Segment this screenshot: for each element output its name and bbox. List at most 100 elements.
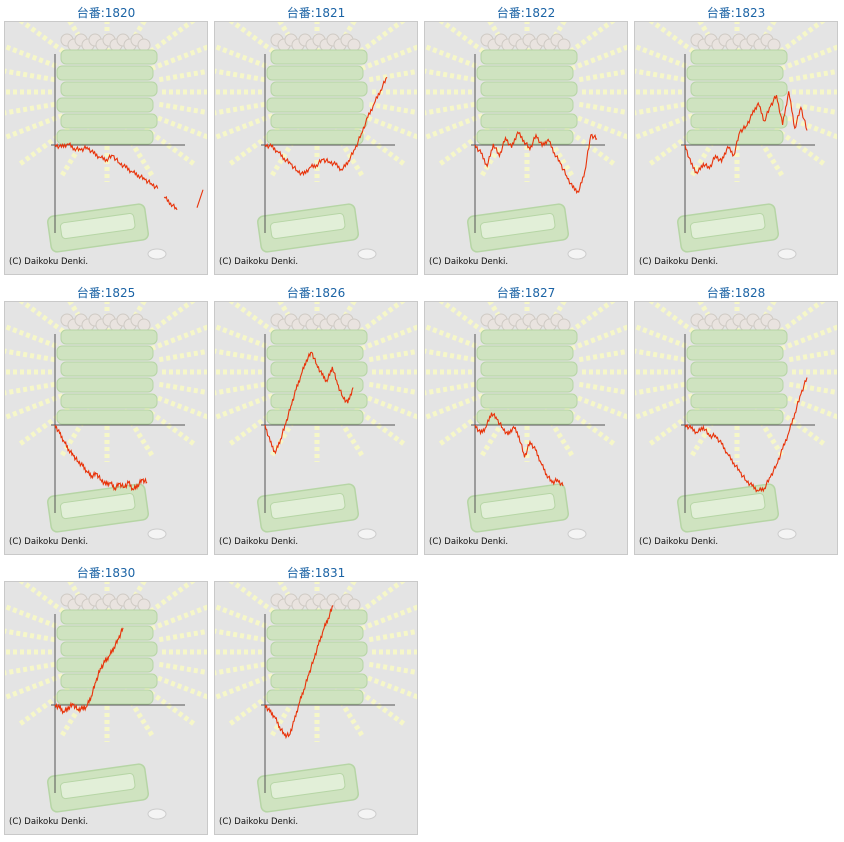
ray <box>5 101 56 116</box>
tray <box>56 625 154 641</box>
ray <box>150 113 207 140</box>
ray <box>368 348 417 363</box>
machine-number-title[interactable]: 台番:1822 <box>496 6 556 20</box>
tray <box>686 409 784 425</box>
graph-cell-1820: 台番:1820 (C) Daikoku Denki. <box>4 0 208 275</box>
ray <box>437 122 497 167</box>
tray <box>60 81 158 97</box>
pachislot-illustration <box>425 302 627 540</box>
slump-line-series <box>54 424 148 492</box>
ray <box>347 122 407 167</box>
machine-number-title[interactable]: 台番:1828 <box>706 286 766 300</box>
machine-number-title[interactable]: 台番:1827 <box>496 286 556 300</box>
graph-svg <box>215 302 417 540</box>
ray <box>780 393 837 420</box>
graph-cell-1823: 台番:1823 (C) Daikoku Denki. <box>634 0 838 275</box>
pachislot-illustration <box>5 22 207 260</box>
ray <box>648 302 707 342</box>
graph-cell-1826: 台番:1826 (C) Daikoku Denki. <box>214 280 418 555</box>
graph-svg <box>635 302 837 540</box>
graph-svg <box>5 582 207 820</box>
tray <box>270 329 368 345</box>
tray <box>686 97 784 113</box>
machine-number-title[interactable]: 台番:1823 <box>706 6 766 20</box>
ray <box>635 381 686 396</box>
coin <box>567 248 587 260</box>
ray <box>425 113 484 141</box>
ray <box>780 44 837 71</box>
ray <box>215 43 274 71</box>
machine-number-title[interactable]: 台番:1831 <box>286 566 346 580</box>
tray <box>476 409 574 425</box>
ray <box>158 661 207 676</box>
pachislot-illustration <box>5 302 207 540</box>
tray <box>56 409 154 425</box>
ray <box>137 402 197 447</box>
ray <box>347 302 406 342</box>
machine-number-title[interactable]: 台番:1825 <box>76 286 136 300</box>
copyright-text: (C) Daikoku Denki. <box>9 257 89 267</box>
ray <box>368 68 417 83</box>
tray <box>270 113 368 129</box>
slump-graph: (C) Daikoku Denki. <box>214 581 418 835</box>
tray <box>480 393 578 409</box>
ball <box>347 318 361 332</box>
ray <box>150 604 207 631</box>
tray <box>476 377 574 393</box>
ray <box>347 582 406 622</box>
machine-number-title[interactable]: 台番:1820 <box>76 6 136 20</box>
ray <box>158 628 207 643</box>
graph-svg <box>425 22 627 260</box>
tray <box>56 129 154 145</box>
tray <box>56 657 154 673</box>
axes <box>51 334 185 513</box>
ray <box>788 381 837 396</box>
machine-number-title[interactable]: 台番:1821 <box>286 6 346 20</box>
ball <box>137 318 151 332</box>
copyright-text: (C) Daikoku Denki. <box>219 537 299 547</box>
ray <box>767 22 826 62</box>
axes <box>261 614 395 793</box>
ray <box>425 68 476 83</box>
ray <box>557 302 616 342</box>
tray <box>476 129 574 145</box>
ray <box>635 393 694 421</box>
ray <box>150 393 207 420</box>
coin <box>147 248 167 260</box>
ray <box>5 628 56 643</box>
ray <box>150 44 207 71</box>
ray <box>570 44 627 71</box>
tray <box>266 409 364 425</box>
ray <box>635 113 694 141</box>
pachislot-illustration <box>215 582 417 820</box>
ray <box>570 324 627 351</box>
ray <box>368 101 417 116</box>
machine-number-title[interactable]: 台番:1830 <box>76 566 136 580</box>
ball <box>137 598 151 612</box>
ray <box>158 348 207 363</box>
tray <box>56 65 154 81</box>
ray <box>215 393 274 421</box>
coin <box>777 528 797 540</box>
pachislot-illustration <box>215 22 417 260</box>
pachislot-illustration <box>425 22 627 260</box>
slump-graph: (C) Daikoku Denki. <box>4 581 208 835</box>
ray <box>368 628 417 643</box>
ball <box>347 38 361 52</box>
ray <box>788 348 837 363</box>
ray <box>17 402 77 447</box>
ball <box>137 38 151 52</box>
tray <box>480 49 578 65</box>
axes <box>261 54 395 233</box>
slump-line-series <box>54 142 178 211</box>
machine-number-title[interactable]: 台番:1826 <box>286 286 346 300</box>
tray <box>480 361 578 377</box>
tray <box>480 81 578 97</box>
ray <box>557 22 616 62</box>
ray <box>767 122 827 167</box>
tray <box>56 377 154 393</box>
tray <box>476 345 574 361</box>
ray <box>18 582 77 622</box>
tray <box>60 673 158 689</box>
copyright-text: (C) Daikoku Denki. <box>429 257 509 267</box>
